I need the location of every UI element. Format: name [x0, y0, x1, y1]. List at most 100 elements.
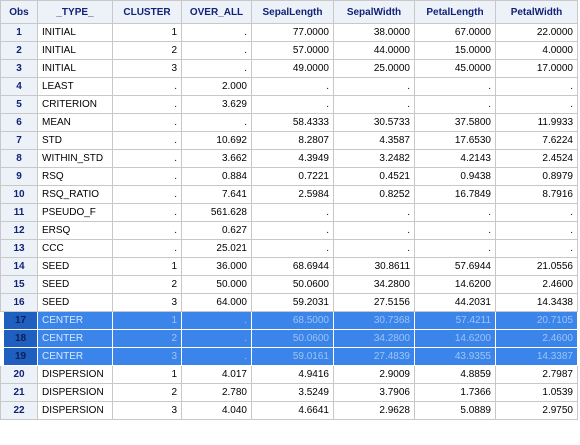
cell-over-all[interactable]: 25.021 — [182, 240, 252, 258]
cell-cluster[interactable]: 2 — [113, 384, 182, 402]
cell-over-all[interactable]: 36.000 — [182, 258, 252, 276]
cell-petal-length[interactable]: 17.6530 — [415, 132, 496, 150]
cell-cluster[interactable]: . — [113, 186, 182, 204]
cell-over-all[interactable]: 7.641 — [182, 186, 252, 204]
cell-petal-length[interactable]: . — [415, 78, 496, 96]
cell-petal-length[interactable]: 1.7366 — [415, 384, 496, 402]
cell-petal-width[interactable]: . — [496, 78, 578, 96]
cell-petal-length[interactable]: . — [415, 96, 496, 114]
row-header-obs[interactable]: 6 — [0, 114, 38, 132]
cell-petal-length[interactable]: 57.4211 — [415, 312, 496, 330]
cell-petal-width[interactable]: 2.4600 — [496, 276, 578, 294]
cell-sepal-width[interactable]: 27.5156 — [334, 294, 415, 312]
cell-type[interactable]: INITIAL — [38, 24, 113, 42]
cell-cluster[interactable]: 3 — [113, 294, 182, 312]
cell-type[interactable]: STD — [38, 132, 113, 150]
cell-sepal-width[interactable]: . — [334, 204, 415, 222]
cell-sepal-width[interactable]: 27.4839 — [334, 348, 415, 366]
table-row[interactable]: 12 ERSQ. 0.627.... — [0, 222, 578, 240]
cell-sepal-length[interactable]: 4.9416 — [252, 366, 334, 384]
row-header-obs[interactable]: 1 — [0, 24, 38, 42]
row-header-obs[interactable]: 8 — [0, 150, 38, 168]
cell-sepal-length[interactable]: 50.0600 — [252, 330, 334, 348]
table-row[interactable]: 1 INITIAL 1. 77.0000 38.0000 67.0000 22.0000 — [0, 24, 578, 42]
cell-petal-length[interactable]: . — [415, 204, 496, 222]
table-row[interactable]: 18 CENTER 2. 50.0600 34.2800 14.6200 2.4600 — [0, 330, 578, 348]
cell-type[interactable]: PSEUDO_F — [38, 204, 113, 222]
cell-type[interactable]: MEAN — [38, 114, 113, 132]
cell-petal-length[interactable]: 4.8859 — [415, 366, 496, 384]
cell-over-all[interactable]: 64.000 — [182, 294, 252, 312]
table-row[interactable]: 4 LEAST. 2.000.... — [0, 78, 578, 96]
cell-sepal-length[interactable]: 4.6641 — [252, 402, 334, 420]
cell-sepal-width[interactable]: 30.7368 — [334, 312, 415, 330]
cell-cluster[interactable]: 1 — [113, 24, 182, 42]
cell-petal-width[interactable]: 2.4524 — [496, 150, 578, 168]
cell-sepal-width[interactable]: 0.8252 — [334, 186, 415, 204]
cell-over-all[interactable]: . — [182, 330, 252, 348]
row-header-obs[interactable]: 18 — [0, 330, 38, 348]
cell-petal-length[interactable]: 0.9438 — [415, 168, 496, 186]
cell-sepal-length[interactable]: 68.6944 — [252, 258, 334, 276]
cell-cluster[interactable]: . — [113, 150, 182, 168]
cell-cluster[interactable]: . — [113, 240, 182, 258]
row-header-obs[interactable]: 3 — [0, 60, 38, 78]
cell-sepal-length[interactable]: . — [252, 204, 334, 222]
cell-sepal-length[interactable]: . — [252, 78, 334, 96]
cell-sepal-width[interactable]: 44.0000 — [334, 42, 415, 60]
cell-sepal-width[interactable]: 0.4521 — [334, 168, 415, 186]
cell-cluster[interactable]: . — [113, 204, 182, 222]
row-header-obs[interactable]: 14 — [0, 258, 38, 276]
cell-petal-width[interactable]: . — [496, 96, 578, 114]
table-row[interactable]: 19 CENTER 3. 59.0161 27.4839 43.9355 14.3387 — [0, 348, 578, 366]
cell-petal-length[interactable]: 37.5800 — [415, 114, 496, 132]
cell-type[interactable]: LEAST — [38, 78, 113, 96]
cell-petal-width[interactable]: 1.0539 — [496, 384, 578, 402]
cell-petal-width[interactable]: . — [496, 222, 578, 240]
table-row[interactable]: 15 SEED 2 50.000 50.0600 34.2800 14.6200 2.4600 — [0, 276, 578, 294]
row-header-obs[interactable]: 22 — [0, 402, 38, 420]
cell-petal-width[interactable]: 11.9933 — [496, 114, 578, 132]
cell-type[interactable]: WITHIN_STD — [38, 150, 113, 168]
row-header-obs[interactable]: 21 — [0, 384, 38, 402]
cell-cluster[interactable]: . — [113, 222, 182, 240]
cell-sepal-length[interactable]: 2.5984 — [252, 186, 334, 204]
cell-sepal-length[interactable]: 4.3949 — [252, 150, 334, 168]
cell-over-all[interactable]: 4.040 — [182, 402, 252, 420]
column-header-cluster[interactable]: CLUSTER — [113, 0, 182, 24]
row-header-obs[interactable]: 4 — [0, 78, 38, 96]
cell-sepal-width[interactable]: . — [334, 240, 415, 258]
table-row[interactable]: 7 STD. 10.692 8.2807 4.3587 17.6530 7.6224 — [0, 132, 578, 150]
cell-cluster[interactable]: 2 — [113, 42, 182, 60]
cell-petal-width[interactable]: 0.8979 — [496, 168, 578, 186]
cell-cluster[interactable]: 3 — [113, 348, 182, 366]
cell-sepal-length[interactable]: 8.2807 — [252, 132, 334, 150]
cell-petal-length[interactable]: 57.6944 — [415, 258, 496, 276]
cell-petal-width[interactable]: 2.7987 — [496, 366, 578, 384]
row-header-obs[interactable]: 10 — [0, 186, 38, 204]
cell-petal-length[interactable]: 5.0889 — [415, 402, 496, 420]
cell-sepal-length[interactable]: 77.0000 — [252, 24, 334, 42]
cell-sepal-width[interactable]: 34.2800 — [334, 330, 415, 348]
cell-sepal-length[interactable]: . — [252, 222, 334, 240]
cell-cluster[interactable]: . — [113, 114, 182, 132]
cell-sepal-length[interactable]: 0.7221 — [252, 168, 334, 186]
cell-type[interactable]: RSQ — [38, 168, 113, 186]
cell-petal-length[interactable]: 15.0000 — [415, 42, 496, 60]
cell-sepal-length[interactable]: 59.2031 — [252, 294, 334, 312]
cell-type[interactable]: CENTER — [38, 312, 113, 330]
cell-sepal-width[interactable]: . — [334, 96, 415, 114]
row-header-obs[interactable]: 12 — [0, 222, 38, 240]
cell-type[interactable]: DISPERSION — [38, 402, 113, 420]
cell-sepal-length[interactable]: 3.5249 — [252, 384, 334, 402]
row-header-obs[interactable]: 13 — [0, 240, 38, 258]
row-header-obs[interactable]: 7 — [0, 132, 38, 150]
cell-petal-length[interactable]: 4.2143 — [415, 150, 496, 168]
column-header-petal-width[interactable]: PetalWidth — [496, 0, 578, 24]
cell-over-all[interactable]: 10.692 — [182, 132, 252, 150]
cell-over-all[interactable]: 3.629 — [182, 96, 252, 114]
cell-sepal-length[interactable]: 68.5000 — [252, 312, 334, 330]
cell-type[interactable]: INITIAL — [38, 60, 113, 78]
cell-type[interactable]: CRITERION — [38, 96, 113, 114]
cell-sepal-width[interactable]: . — [334, 222, 415, 240]
